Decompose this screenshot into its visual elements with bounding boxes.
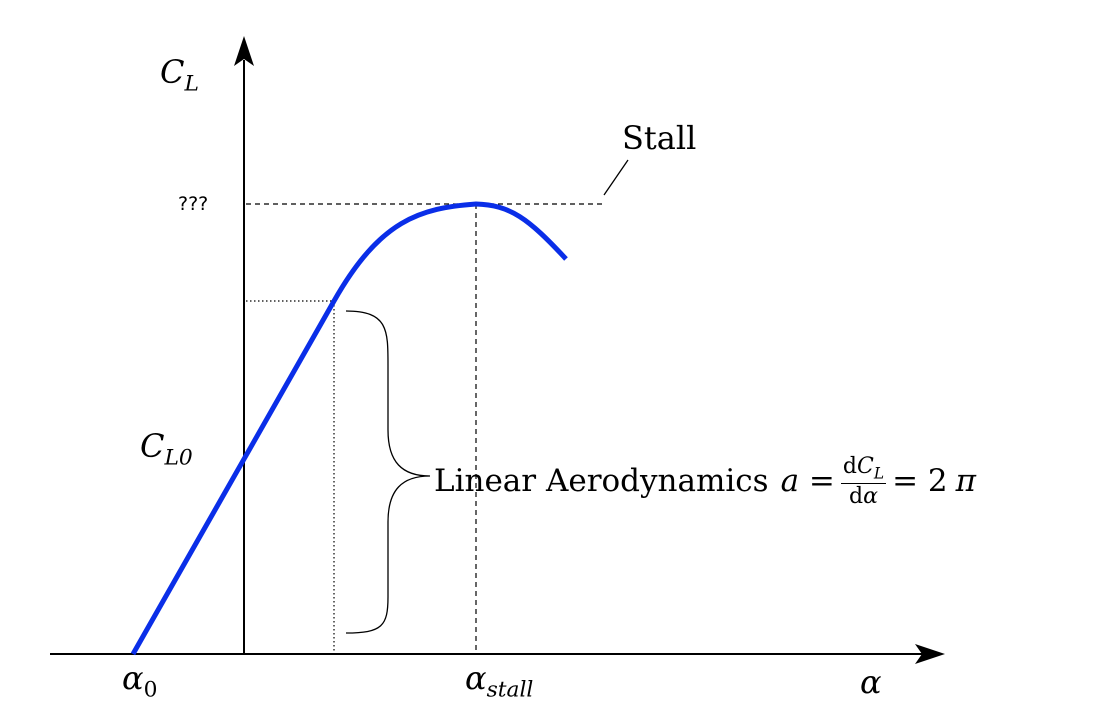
stall-label: Stall <box>622 119 697 157</box>
cl-zero-label-main: C <box>140 427 165 465</box>
formula-denominator: dα <box>841 484 886 508</box>
stall-leader-line <box>603 159 629 196</box>
formula-numerator: dCL <box>840 454 887 484</box>
formula-num-var: C <box>856 454 874 479</box>
formula-rhs: = 2 <box>892 462 948 499</box>
cl-zero-label-sub: L0 <box>164 445 193 471</box>
x-axis-label: α <box>860 663 882 701</box>
formula-den-var: α <box>863 483 878 509</box>
formula-fraction: dCL dα <box>840 454 887 508</box>
linear-region-brace <box>345 310 431 634</box>
linear-region-text: Linear Aerodynamics <box>434 462 769 499</box>
formula-num-sub: L <box>873 464 885 483</box>
formula-num-prefix: d <box>842 454 857 479</box>
x-axis-arrowhead <box>915 644 945 664</box>
formula-pi: π <box>955 462 976 499</box>
formula-den-prefix: d <box>849 483 864 509</box>
y-axis-label-sub: L <box>184 71 199 97</box>
lift-curve <box>130 201 568 656</box>
alpha-zero-main: α <box>122 659 144 697</box>
y-axis-label: CL <box>160 56 199 95</box>
alpha-stall-main: α <box>465 659 487 697</box>
y-axis-arrowhead <box>234 36 254 66</box>
linear-region-annotation: Linear Aerodynamics a = dCL dα = 2 π <box>434 455 976 508</box>
formula-lhs: a = <box>780 462 835 499</box>
alpha-stall-sub: stall <box>486 677 534 703</box>
cl-max-label: ??? <box>178 193 209 215</box>
alpha-zero-label: α0 <box>122 662 157 701</box>
y-axis-label-main: C <box>160 53 185 91</box>
alpha-zero-sub: 0 <box>143 677 158 703</box>
alpha-stall-label: αstall <box>465 662 533 701</box>
cl-zero-label: CL0 <box>140 430 193 469</box>
